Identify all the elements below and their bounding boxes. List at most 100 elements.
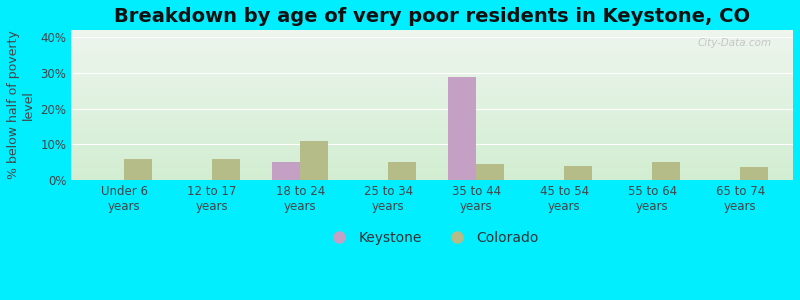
Bar xyxy=(71,82,793,83)
Bar xyxy=(71,120,793,121)
Bar xyxy=(71,60,793,61)
Bar xyxy=(71,102,793,103)
Bar xyxy=(71,130,793,131)
Bar xyxy=(71,150,793,151)
Bar xyxy=(71,79,793,80)
Bar xyxy=(71,113,793,114)
Bar xyxy=(71,83,793,84)
Bar xyxy=(71,143,793,144)
Bar xyxy=(71,56,793,57)
Bar xyxy=(71,70,793,71)
Bar xyxy=(71,66,793,67)
Bar xyxy=(71,94,793,95)
Bar xyxy=(71,77,793,78)
Bar xyxy=(71,47,793,48)
Bar xyxy=(71,131,793,132)
Bar xyxy=(71,141,793,142)
Bar xyxy=(71,105,793,106)
Bar xyxy=(71,170,793,171)
Text: City-Data.com: City-Data.com xyxy=(698,38,771,48)
Bar xyxy=(71,80,793,81)
Bar xyxy=(71,84,793,85)
Bar xyxy=(71,100,793,101)
Bar xyxy=(740,167,769,180)
Bar xyxy=(71,165,793,166)
Bar xyxy=(71,175,793,176)
Bar xyxy=(71,132,793,133)
Bar xyxy=(71,58,793,59)
Bar xyxy=(71,103,793,104)
Bar xyxy=(71,112,793,113)
Bar xyxy=(71,53,793,54)
Bar xyxy=(71,99,793,100)
Bar xyxy=(71,98,793,99)
Bar xyxy=(71,41,793,42)
Bar xyxy=(71,166,793,167)
Bar xyxy=(71,97,793,98)
Bar xyxy=(71,160,793,161)
Bar xyxy=(71,161,793,162)
Bar xyxy=(71,144,793,145)
Bar xyxy=(300,141,328,180)
Bar xyxy=(71,129,793,130)
Bar xyxy=(71,158,793,159)
Bar xyxy=(71,57,793,58)
Bar xyxy=(71,49,793,50)
Bar xyxy=(71,85,793,86)
Bar xyxy=(71,162,793,163)
Bar xyxy=(71,55,793,56)
Bar xyxy=(71,87,793,88)
Bar xyxy=(71,167,793,168)
Bar xyxy=(71,107,793,108)
Bar xyxy=(71,36,793,37)
Bar xyxy=(71,124,793,125)
Bar xyxy=(71,116,793,117)
Bar xyxy=(71,154,793,155)
Y-axis label: % below half of poverty
level: % below half of poverty level xyxy=(7,31,35,179)
Bar xyxy=(71,121,793,122)
Bar xyxy=(71,157,793,158)
Bar xyxy=(71,35,793,36)
Bar xyxy=(71,43,793,44)
Bar xyxy=(71,38,793,39)
Bar xyxy=(71,147,793,148)
Bar xyxy=(71,78,793,79)
Bar xyxy=(71,135,793,136)
Bar xyxy=(71,110,793,111)
Bar xyxy=(71,74,793,75)
Bar xyxy=(71,104,793,105)
Bar xyxy=(71,86,793,87)
Bar xyxy=(71,59,793,60)
Bar xyxy=(71,50,793,51)
Bar xyxy=(71,39,793,40)
Bar xyxy=(71,69,793,70)
Bar xyxy=(124,158,152,180)
Bar xyxy=(71,179,793,180)
Bar xyxy=(71,138,793,139)
Bar xyxy=(564,166,592,180)
Bar xyxy=(71,31,793,32)
Bar xyxy=(71,93,793,94)
Bar xyxy=(71,115,793,116)
Bar xyxy=(71,46,793,47)
Bar xyxy=(71,76,793,77)
Bar xyxy=(71,44,793,45)
Bar xyxy=(71,172,793,173)
Bar xyxy=(71,134,793,135)
Bar xyxy=(71,75,793,76)
Bar xyxy=(71,48,793,49)
Bar xyxy=(71,139,793,140)
Bar xyxy=(476,164,504,180)
Bar xyxy=(71,51,793,52)
Bar xyxy=(71,64,793,65)
Bar xyxy=(272,162,300,180)
Bar xyxy=(71,159,793,160)
Bar xyxy=(71,169,793,170)
Bar xyxy=(71,137,793,138)
Bar xyxy=(71,90,793,91)
Bar xyxy=(71,52,793,53)
Bar xyxy=(71,136,793,137)
Bar xyxy=(71,145,793,146)
Bar xyxy=(71,152,793,153)
Bar xyxy=(71,32,793,33)
